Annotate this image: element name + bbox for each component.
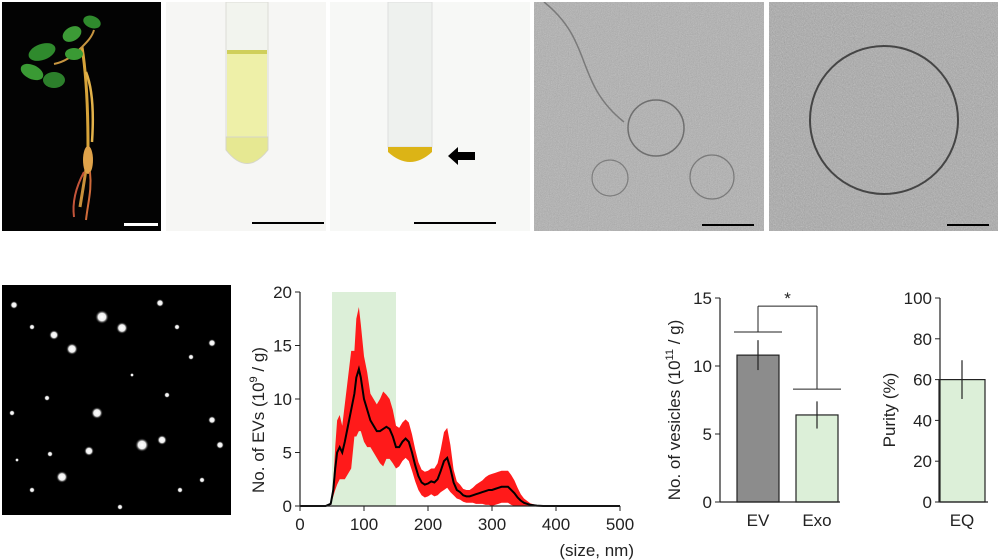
vcc-category-label: Exo — [802, 511, 831, 530]
tem-zoom-image — [769, 2, 998, 231]
sdc-ylabel: No. of EVs (109 / g) — [248, 347, 268, 493]
pc-category-label: EQ — [950, 511, 975, 530]
sdc-xtick-label: 300 — [478, 515, 506, 534]
sdc-ytick-label: 0 — [283, 497, 292, 516]
sdc-xlabel: (size, nm) — [559, 541, 634, 560]
tube-after-photo — [330, 2, 530, 231]
sdc-ytick-label: 5 — [283, 444, 292, 463]
vcc-ytick-label: 5 — [703, 425, 712, 444]
sdc-ytick-label: 10 — [273, 390, 292, 409]
plant-photo — [2, 2, 161, 231]
sdc-ytick-label: 15 — [273, 337, 292, 356]
pc-ytick-label: 40 — [913, 411, 932, 430]
pc-ytick-label: 20 — [913, 452, 932, 471]
vcc-ylabel: No. of vesicles (1011 / g) — [664, 320, 684, 501]
tem-wide-image — [534, 2, 764, 231]
pc-ytick-label: 100 — [904, 289, 932, 308]
sdc-xtick-label: 200 — [414, 515, 442, 534]
size-distribution-chart: 0 5 10 15 20 0 100 200 300 400 500 No. of EVs (109… — [240, 280, 640, 560]
vcc-ytick-label: 0 — [703, 493, 712, 512]
pc-ytick-label: 80 — [913, 330, 932, 349]
pc-ylabel: Purity (%) — [880, 373, 899, 448]
vcc-significance: * — [784, 289, 791, 308]
vcc-category-label: EV — [747, 511, 770, 530]
vesicle-count-chart: EV Exo * 0 5 10 15 No. of vesicles (1011 / g) — [650, 280, 860, 560]
sdc-xtick-label: 100 — [350, 515, 378, 534]
pc-ytick-label: 0 — [923, 493, 932, 512]
sdc-xtick-label: 0 — [295, 515, 304, 534]
pc-ytick-label: 60 — [913, 371, 932, 390]
pc-bar-eq — [938, 378, 986, 503]
sdc-error-band — [300, 306, 620, 506]
sdc-xtick-label: 400 — [542, 515, 570, 534]
sdc-ytick-label: 20 — [273, 283, 292, 302]
tube-before-photo — [166, 2, 326, 231]
vcc-bar-ev — [736, 354, 780, 503]
sdc-xtick-label: 500 — [606, 515, 634, 534]
arrow-icon — [448, 147, 475, 165]
vcc-ytick-label: 10 — [693, 357, 712, 376]
purity-chart: EQ 0 20 40 60 80 100 Purity (%) — [860, 280, 1000, 560]
vcc-ytick-label: 15 — [693, 289, 712, 308]
sdc-mean-line — [300, 365, 620, 507]
nta-video-frame — [2, 285, 231, 515]
